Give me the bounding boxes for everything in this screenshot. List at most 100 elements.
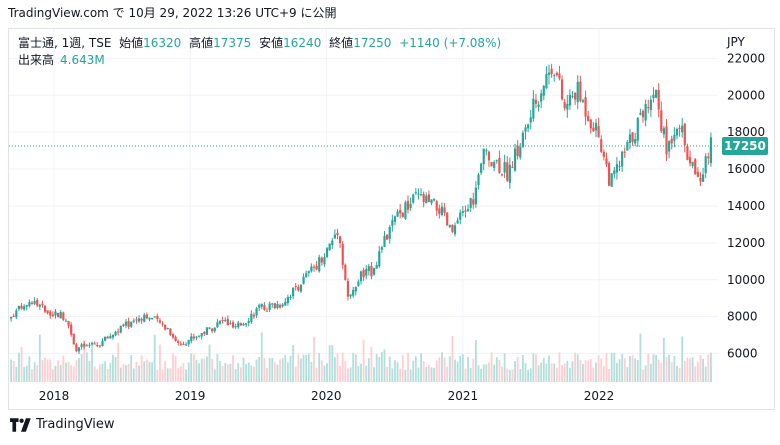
volume-bar <box>655 354 657 382</box>
candle-body <box>145 314 148 319</box>
candle-body <box>62 312 65 320</box>
volume-bar <box>70 365 73 382</box>
volume-bar <box>553 363 556 382</box>
volume-bar <box>166 368 169 382</box>
candle-body <box>278 305 282 308</box>
candle-body <box>532 98 535 119</box>
volume-bar <box>694 366 697 382</box>
volume-bar <box>219 360 221 382</box>
candle-body <box>388 226 391 239</box>
candle-body <box>547 72 551 75</box>
candle-body <box>59 312 62 319</box>
candle-body <box>247 320 250 324</box>
chart-frame <box>8 28 775 410</box>
volume-bar <box>302 354 305 382</box>
volume-bar <box>681 336 684 382</box>
volume-bar <box>192 354 195 382</box>
volume-bar <box>582 364 584 382</box>
volume-bar <box>151 362 154 382</box>
volume-bar <box>117 343 120 382</box>
last-price-line: 17250 <box>9 136 768 155</box>
footer-brand-label: TradingView <box>36 417 115 432</box>
candle-body <box>182 343 185 345</box>
candle-body <box>83 343 86 347</box>
candle-body <box>688 156 692 164</box>
volume-bar <box>522 354 524 382</box>
volume-bar <box>472 358 475 382</box>
candle-body <box>592 127 595 132</box>
candle-body <box>524 127 527 132</box>
volume-bar <box>451 335 454 382</box>
volume-bar <box>78 358 80 382</box>
last-price-tag-bg <box>722 136 768 155</box>
candle-body <box>339 236 342 244</box>
volume-bar <box>305 354 308 382</box>
candle-body <box>696 171 699 177</box>
volume-bar <box>294 366 297 382</box>
volume-bar <box>98 364 101 382</box>
price-axis: 6000 8000 10000 12000 14000 16000 18000 20000 22… <box>727 51 765 360</box>
candle-body <box>701 174 705 182</box>
candle-body <box>495 160 498 162</box>
candle-body <box>231 322 235 328</box>
volume-bar <box>375 354 378 382</box>
candle-body <box>263 305 266 310</box>
candle-body <box>519 146 522 158</box>
volume-bar <box>93 366 96 382</box>
volume-bar <box>404 369 407 382</box>
candle-body <box>237 322 240 328</box>
volume-bar <box>367 358 370 382</box>
candle-body <box>221 320 224 322</box>
candle-body <box>584 97 587 117</box>
footer-brand[interactable]: TradingView <box>10 417 115 432</box>
volume-bar <box>200 358 203 382</box>
volume-bar <box>159 344 161 382</box>
volume-bar <box>349 367 352 382</box>
candle-body <box>271 303 274 305</box>
volume-bar <box>558 352 561 382</box>
candle-body <box>662 128 666 135</box>
volume-bar <box>143 361 146 382</box>
candle-body <box>435 201 438 211</box>
time-axis: 2018 2019 2020 2021 2022 <box>39 389 615 403</box>
high-label: 高値 <box>189 36 214 50</box>
candle-body <box>694 159 697 175</box>
candle-body <box>587 115 590 122</box>
candle-body <box>545 74 548 88</box>
volume-bar <box>495 357 498 382</box>
candle-body <box>90 342 94 345</box>
volume-bar <box>195 359 198 382</box>
volume-bar <box>208 344 211 382</box>
candle-body <box>594 122 598 131</box>
candle-body <box>425 195 428 204</box>
volume-bar <box>686 357 689 382</box>
y-tick-label: 18000 <box>727 125 765 139</box>
candle-body <box>255 308 258 316</box>
y-tick-label: 10000 <box>727 273 765 287</box>
candle-body <box>681 125 684 133</box>
candle-body <box>451 225 454 232</box>
candle-body <box>292 287 295 297</box>
candle-body <box>498 157 501 173</box>
volume-bar <box>678 368 681 382</box>
volume-bar <box>96 369 99 382</box>
candle-body <box>174 336 177 341</box>
candle-body <box>641 110 645 118</box>
volume-bar <box>670 362 673 382</box>
volume-bar <box>75 360 78 382</box>
candle-body <box>707 156 710 159</box>
volume-bar <box>477 365 480 382</box>
volume-bar <box>83 340 86 382</box>
candle-body <box>618 165 621 167</box>
candle-body <box>336 232 339 236</box>
candle-body <box>446 212 449 226</box>
volume-bar <box>480 368 483 382</box>
volume-bar <box>600 358 603 382</box>
candle-body <box>623 151 626 153</box>
volume-bar <box>657 359 660 382</box>
candle-body <box>600 139 603 152</box>
candle-body <box>114 331 117 336</box>
volume-bar <box>665 357 668 382</box>
volume-bar <box>310 361 313 382</box>
